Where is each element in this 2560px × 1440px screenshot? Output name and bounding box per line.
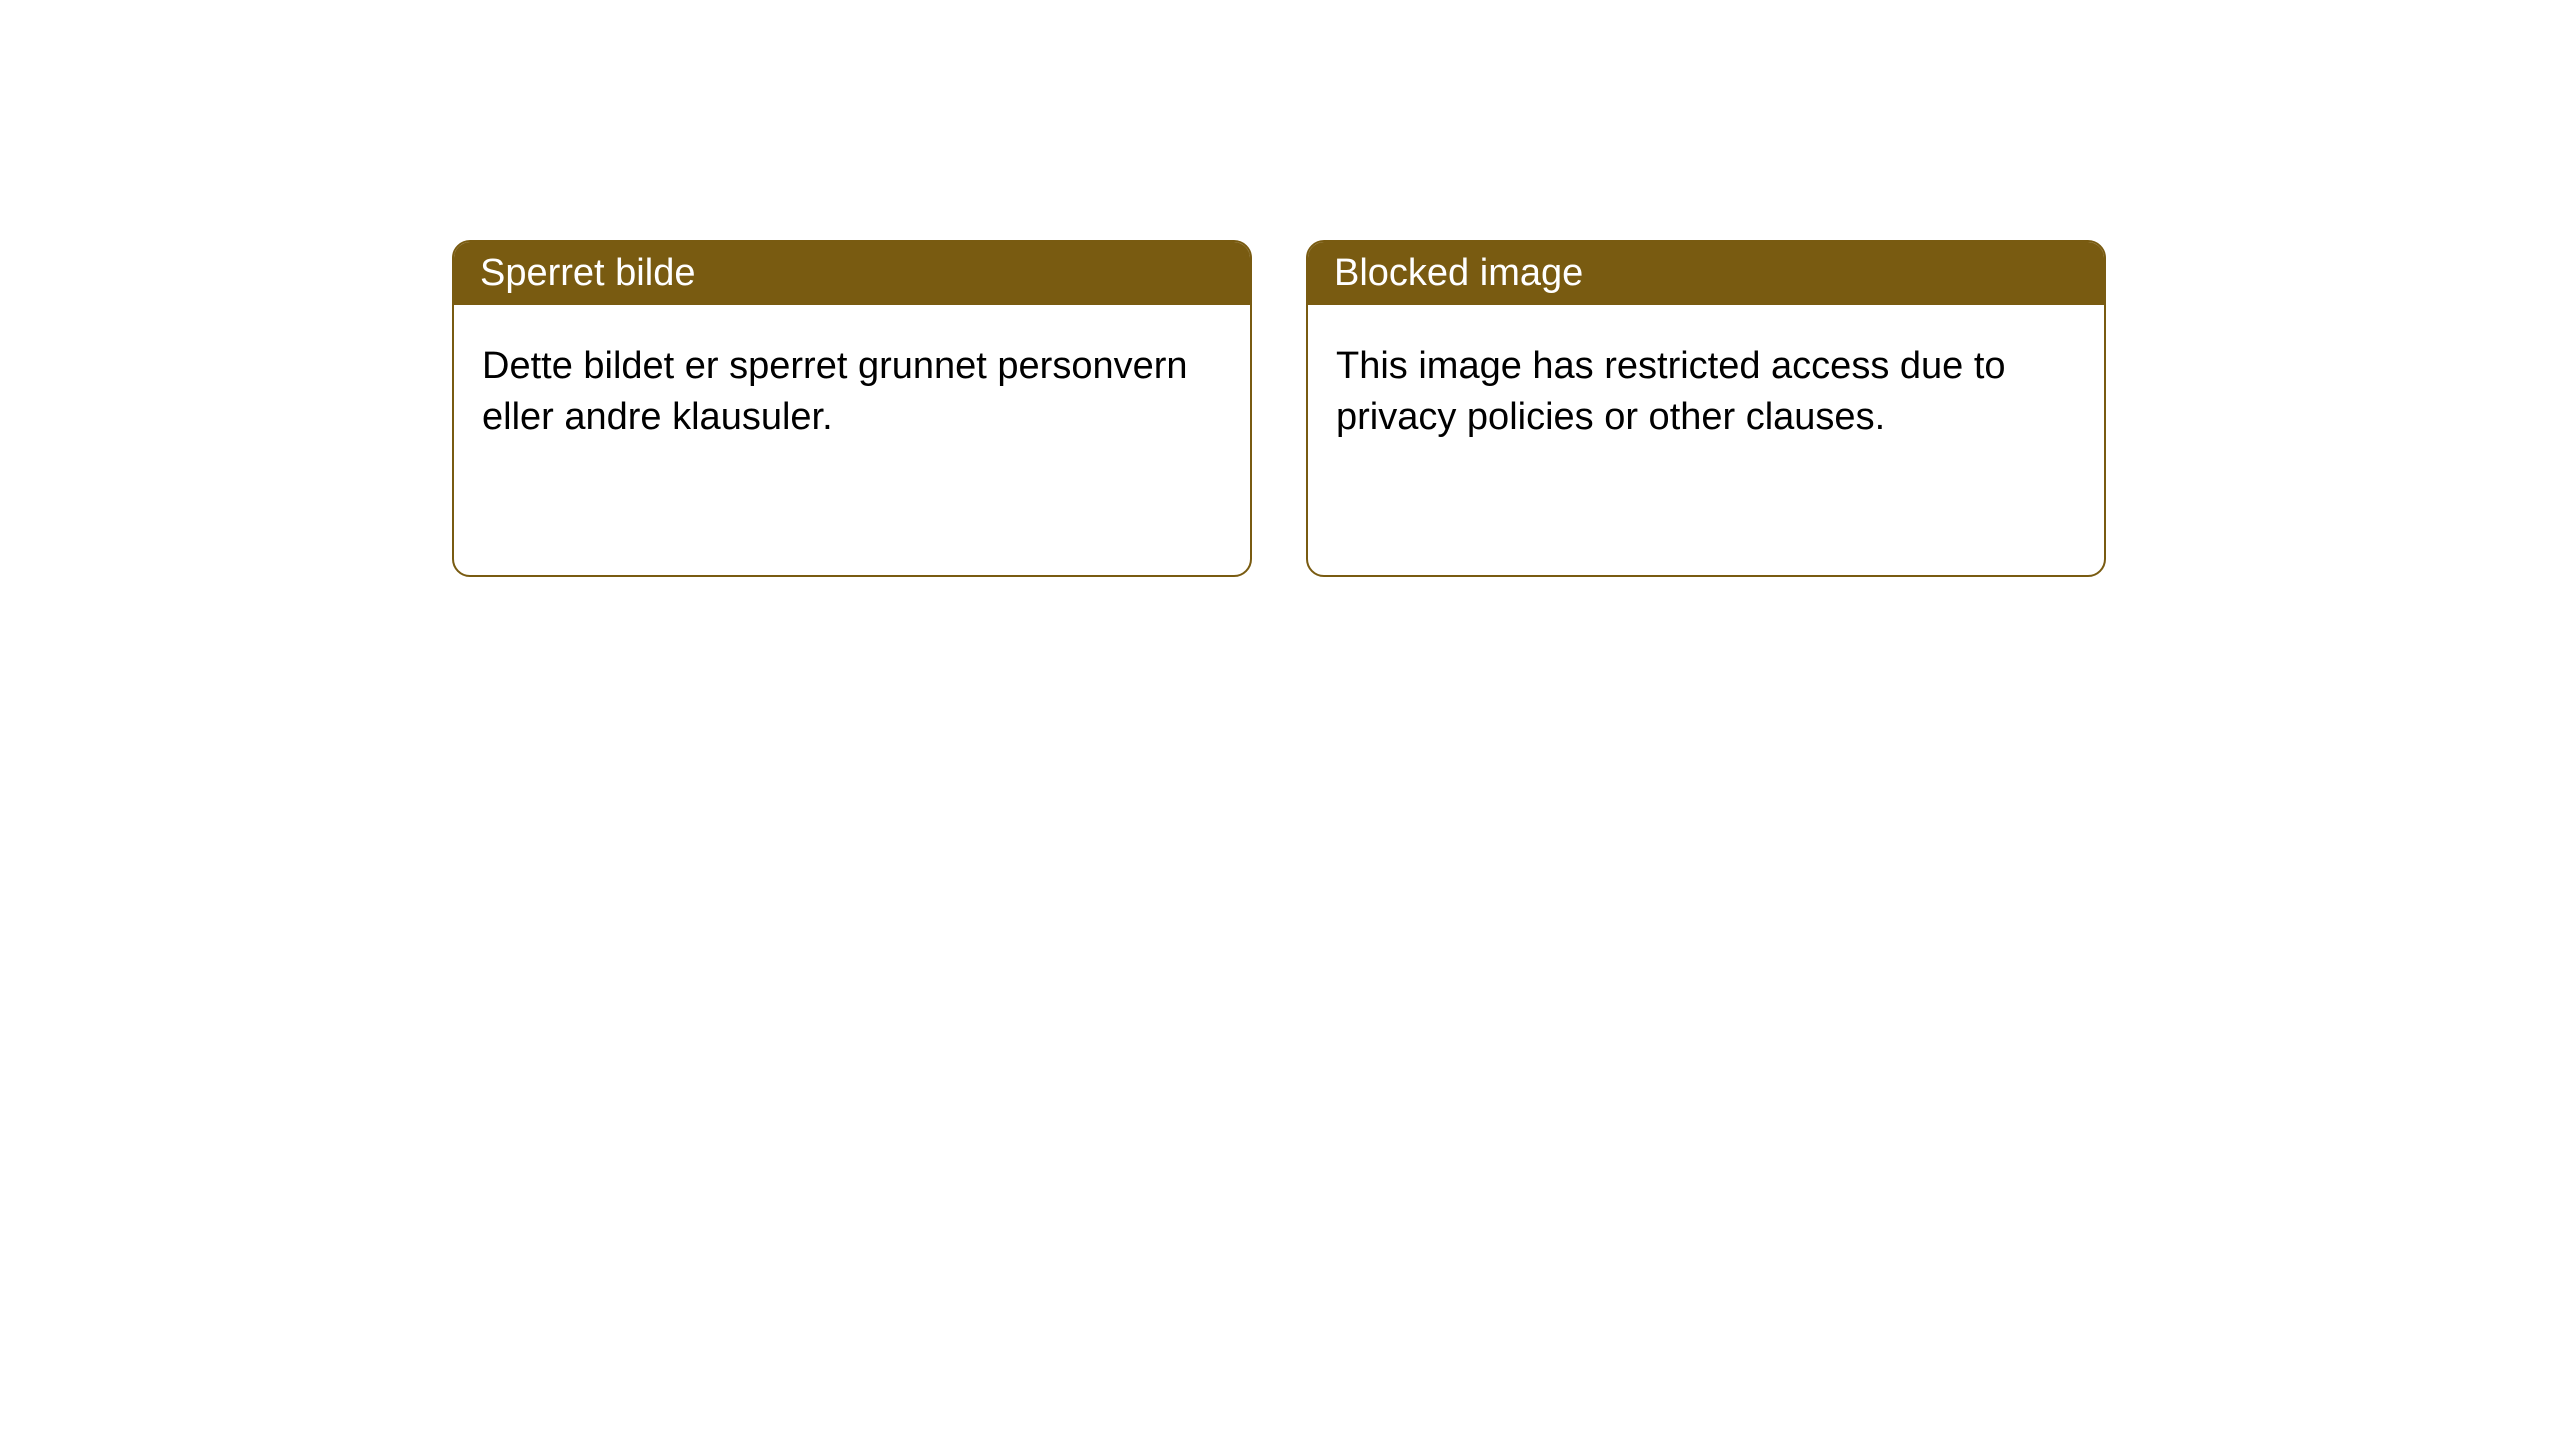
notice-container: Sperret bilde Dette bildet er sperret gr… [0,0,2560,577]
card-body: This image has restricted access due to … [1308,305,2104,575]
card-message: Dette bildet er sperret grunnet personve… [482,341,1222,444]
card-header: Sperret bilde [454,242,1250,305]
card-header: Blocked image [1308,242,2104,305]
card-message: This image has restricted access due to … [1336,341,2076,444]
blocked-image-card-no: Sperret bilde Dette bildet er sperret gr… [452,240,1252,577]
card-body: Dette bildet er sperret grunnet personve… [454,305,1250,575]
card-title: Sperret bilde [480,252,695,294]
card-title: Blocked image [1334,252,1583,294]
blocked-image-card-en: Blocked image This image has restricted … [1306,240,2106,577]
